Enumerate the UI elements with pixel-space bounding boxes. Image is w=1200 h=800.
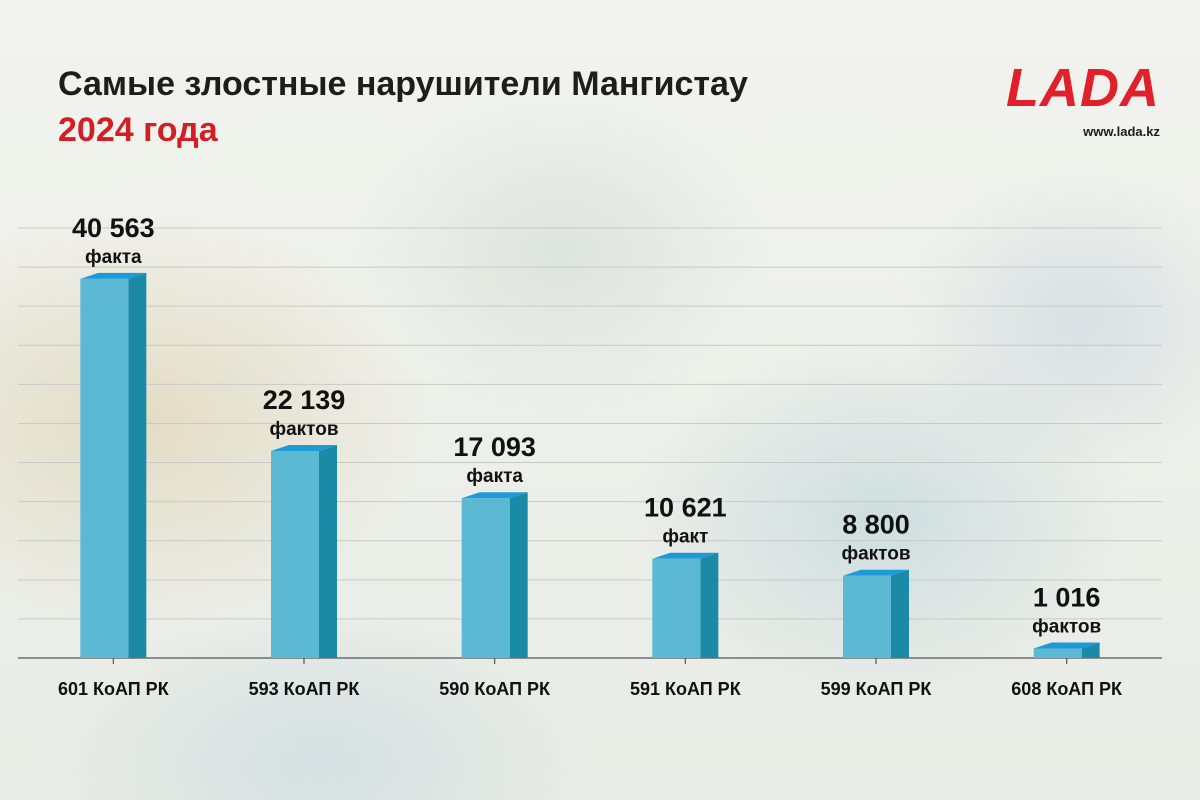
x-tick-label: 591 КоАП РК	[630, 679, 742, 699]
brand-logo[interactable]: LADA www.lada.kz	[1006, 58, 1160, 139]
x-tick-label: 590 КоАП РК	[439, 679, 551, 699]
bar-top	[271, 445, 337, 452]
logo-text: LADA	[1006, 58, 1160, 118]
bar-top	[80, 272, 147, 279]
bar-side	[319, 445, 337, 658]
x-tick-label: 601 КоАП РК	[58, 679, 170, 699]
data-label-value: 22 139	[263, 385, 346, 415]
chart-subtitle: 2024 года	[58, 111, 218, 149]
data-label-unit: факта	[85, 247, 142, 268]
bar-side	[1081, 642, 1100, 658]
bar	[271, 451, 319, 658]
chart-title: Самые злостные нарушители Мангистау	[58, 65, 748, 103]
bar-side	[891, 569, 909, 658]
bar-side	[700, 552, 719, 658]
data-label-value: 17 093	[453, 432, 536, 462]
data-label-unit: фактов	[1032, 617, 1101, 638]
bar-top	[843, 569, 909, 576]
bar	[843, 575, 891, 658]
bar-side	[509, 492, 528, 658]
brand-url[interactable]: www.lada.kz	[1083, 124, 1160, 139]
x-tick-label: 608 КоАП РК	[1011, 679, 1123, 699]
bar	[652, 558, 701, 658]
bar-top	[652, 552, 719, 559]
x-tick-label: 593 КоАП РК	[249, 679, 361, 699]
data-label-value: 40 563	[72, 213, 155, 243]
x-tick-label: 599 КоАП РК	[821, 679, 933, 699]
bar-side	[128, 272, 147, 658]
data-label-unit: факт	[662, 527, 708, 548]
bar-top	[1033, 642, 1100, 649]
bar-top	[461, 492, 528, 499]
bar	[1033, 648, 1082, 658]
data-label-unit: фактов	[841, 544, 910, 565]
bar	[80, 278, 129, 658]
data-label-value: 10 621	[644, 493, 727, 523]
data-label-value: 1 016	[1033, 583, 1101, 613]
bar	[461, 498, 510, 658]
data-label-value: 8 800	[842, 510, 910, 540]
data-label-unit: факта	[466, 466, 523, 487]
data-label-unit: фактов	[269, 419, 338, 440]
